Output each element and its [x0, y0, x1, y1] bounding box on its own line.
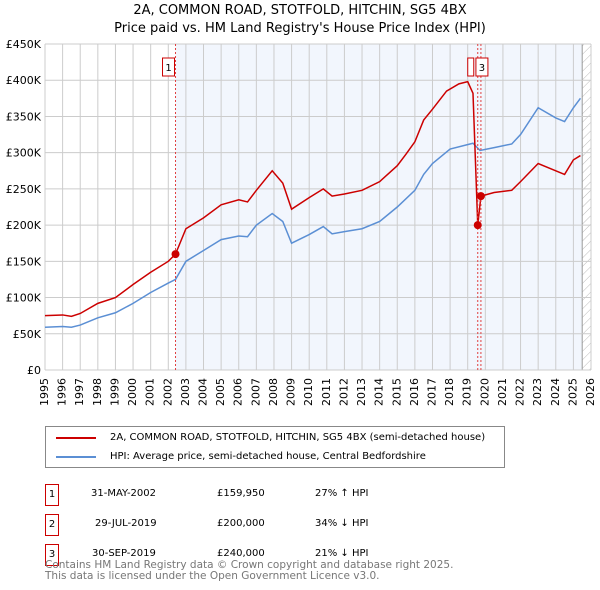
- forecast-hatch: [582, 44, 591, 370]
- x-tick-label: 2002: [161, 378, 174, 406]
- x-tick-label: 2018: [443, 378, 456, 406]
- x-tick-label: 1998: [91, 378, 104, 406]
- legend-item-hpi: HPI: Average price, semi-detached house,…: [56, 451, 426, 462]
- x-tick-label: 1999: [108, 378, 121, 406]
- x-tick-label: 2026: [584, 378, 597, 406]
- sale-point: [473, 221, 482, 230]
- x-tick-label: 2024: [549, 378, 562, 406]
- x-tick-label: 2009: [285, 378, 298, 406]
- legend-item-property: 2A, COMMON ROAD, STOTFOLD, HITCHIN, SG5 …: [56, 432, 485, 443]
- x-tick-label: 2023: [531, 378, 544, 406]
- sale-row: 1 31-MAY-2002 £159,950 27% ↑ HPI: [45, 484, 445, 506]
- x-tick-label: 2020: [478, 378, 491, 406]
- sale-number: 3: [45, 544, 59, 566]
- x-tick-label: 2014: [373, 378, 386, 406]
- x-tick-label: 2005: [214, 378, 227, 406]
- y-tick-label: £350K: [6, 110, 42, 123]
- x-tick-label: 2011: [320, 378, 333, 406]
- x-tick-label: 2003: [179, 378, 192, 406]
- sale-label-box: [475, 57, 489, 77]
- x-tick-label: 2019: [461, 378, 474, 406]
- x-tick-label: 2012: [337, 378, 350, 406]
- sale-point: [171, 250, 180, 259]
- x-tick-label: 1996: [56, 378, 69, 406]
- sale-label-box: [162, 57, 176, 77]
- sale-date: 29-JUL-2019: [95, 518, 157, 529]
- sale-date: 31-MAY-2002: [91, 488, 157, 499]
- x-tick-label: 2022: [514, 378, 527, 406]
- y-tick-label: £300K: [6, 147, 42, 160]
- sale-label: 3: [479, 63, 485, 74]
- x-tick-label: 1997: [73, 378, 86, 406]
- red-line-swatch: [56, 436, 96, 439]
- sale-hpi: 34% ↓ HPI: [315, 518, 369, 529]
- legend: 2A, COMMON ROAD, STOTFOLD, HITCHIN, SG5 …: [45, 426, 505, 468]
- footer-line: Contains HM Land Registry data © Crown c…: [45, 559, 454, 571]
- x-tick-label: 2001: [144, 378, 157, 406]
- y-tick-label: £200K: [6, 219, 42, 232]
- x-tick-label: 2013: [355, 378, 368, 406]
- sale-period-shading: [175, 44, 583, 370]
- x-tick-label: 2004: [197, 378, 210, 406]
- footer: Contains HM Land Registry data © Crown c…: [45, 560, 453, 582]
- title-line: 2A, COMMON ROAD, STOTFOLD, HITCHIN, SG5 …: [133, 3, 467, 18]
- y-tick-label: £400K: [6, 74, 42, 87]
- chart-title: 2A, COMMON ROAD, STOTFOLD, HITCHIN, SG5 …: [0, 2, 600, 38]
- x-tick-label: 2017: [425, 378, 438, 406]
- x-tick-label: 2010: [302, 378, 315, 406]
- footer-line: This data is licensed under the Open Gov…: [45, 570, 380, 582]
- y-tick-label: £150K: [6, 255, 42, 268]
- x-tick-label: 2008: [267, 378, 280, 406]
- legend-label: HPI: Average price, semi-detached house,…: [110, 451, 426, 462]
- subtitle-line: Price paid vs. HM Land Registry's House …: [114, 21, 486, 36]
- sale-point: [476, 192, 485, 201]
- series-line: [44, 80, 581, 318]
- x-tick-label: 2025: [566, 378, 579, 406]
- sale-label-box: [467, 57, 475, 77]
- sale-price: £240,000: [217, 548, 265, 559]
- sale-date: 30-SEP-2019: [92, 548, 156, 559]
- y-tick-label: £50K: [13, 328, 42, 341]
- sale-number: 1: [45, 484, 59, 506]
- legend-label: 2A, COMMON ROAD, STOTFOLD, HITCHIN, SG5 …: [110, 432, 486, 443]
- x-tick-label: 2021: [496, 378, 509, 406]
- sale-label: 1: [165, 63, 171, 74]
- sale-number: 2: [45, 514, 59, 536]
- sale-row: 3 30-SEP-2019 £240,000 21% ↓ HPI: [45, 544, 445, 566]
- x-tick-label: 2006: [232, 378, 245, 406]
- sale-row: 2 29-JUL-2019 £200,000 34% ↓ HPI: [45, 514, 445, 536]
- sale-hpi: 21% ↓ HPI: [315, 548, 369, 559]
- series-line: [44, 97, 582, 329]
- y-tick-label: £250K: [6, 183, 42, 196]
- price-chart: 1 3 1995 1996 1997 1998 1999 2000 2001 2002 2003 20…: [6, 38, 597, 406]
- blue-line-swatch: [56, 455, 96, 458]
- x-tick-label: 1995: [38, 378, 51, 406]
- sale-price: £159,950: [217, 488, 265, 499]
- y-tick-label: £0: [27, 364, 41, 377]
- y-tick-label: £100K: [6, 292, 42, 305]
- x-tick-label: 2007: [249, 378, 262, 406]
- y-tick-label: £450K: [6, 38, 42, 51]
- sale-hpi: 27% ↑ HPI: [315, 488, 369, 499]
- x-tick-label: 2000: [126, 378, 139, 406]
- x-tick-label: 2016: [408, 378, 421, 406]
- x-tick-label: 2015: [390, 378, 403, 406]
- sale-price: £200,000: [217, 518, 265, 529]
